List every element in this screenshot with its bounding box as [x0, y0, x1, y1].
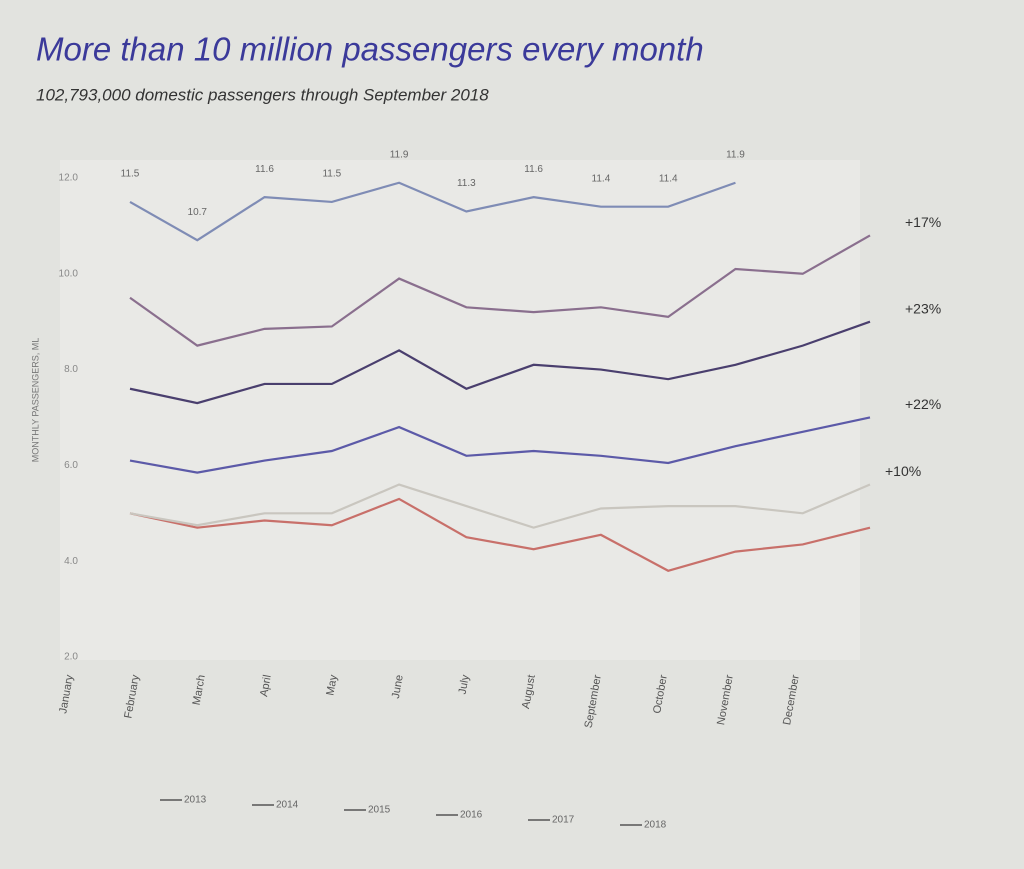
y-tick-label: 12.0: [59, 173, 79, 184]
data-label: 11.5: [121, 169, 140, 180]
data-label: 11.5: [322, 169, 341, 180]
x-tick-label: May: [324, 673, 340, 696]
y-tick-label: 2.0: [64, 652, 78, 663]
chart-title: More than 10 million passengers every mo…: [36, 31, 704, 68]
annotation: +22%: [905, 396, 941, 412]
y-tick-label: 10.0: [59, 268, 79, 279]
legend-label: 2013: [184, 795, 207, 806]
x-tick-label: August: [520, 674, 538, 710]
plot-area: [60, 160, 860, 660]
chart-subtitle: 102,793,000 domestic passengers through …: [36, 85, 489, 104]
y-tick-label: 8.0: [64, 364, 78, 375]
y-axis-label: MONTHLY PASSENGERS, ML: [30, 338, 40, 463]
series-line: [129, 234, 871, 347]
legend-label: 2016: [460, 810, 483, 821]
annotation: +10%: [885, 463, 921, 479]
x-tick-label: June: [390, 674, 406, 700]
legend-label: 2015: [368, 805, 391, 816]
data-label: 11.6: [255, 164, 274, 175]
y-tick-label: 6.0: [64, 460, 78, 471]
x-tick-label: July: [457, 673, 472, 695]
data-label: 11.4: [592, 173, 611, 184]
legend-label: 2018: [644, 820, 667, 831]
annotation: +23%: [905, 300, 941, 316]
series-line: [129, 497, 871, 572]
x-tick-label: March: [191, 674, 208, 706]
legend-label: 2014: [276, 800, 299, 811]
series-line: [129, 320, 871, 405]
y-tick-label: 4.0: [64, 556, 78, 567]
data-label: 11.6: [524, 164, 543, 175]
series-line: [129, 181, 736, 242]
data-label: 11.9: [390, 149, 409, 160]
data-label: 11.3: [457, 178, 476, 189]
series-line: [129, 416, 871, 474]
data-label: 10.7: [188, 207, 208, 218]
data-label: 11.4: [659, 173, 678, 184]
data-label: 11.9: [726, 149, 745, 160]
annotation: +17%: [905, 214, 941, 230]
legend-label: 2017: [552, 815, 575, 826]
x-tick-label: April: [258, 674, 274, 698]
series-line: [129, 483, 871, 529]
